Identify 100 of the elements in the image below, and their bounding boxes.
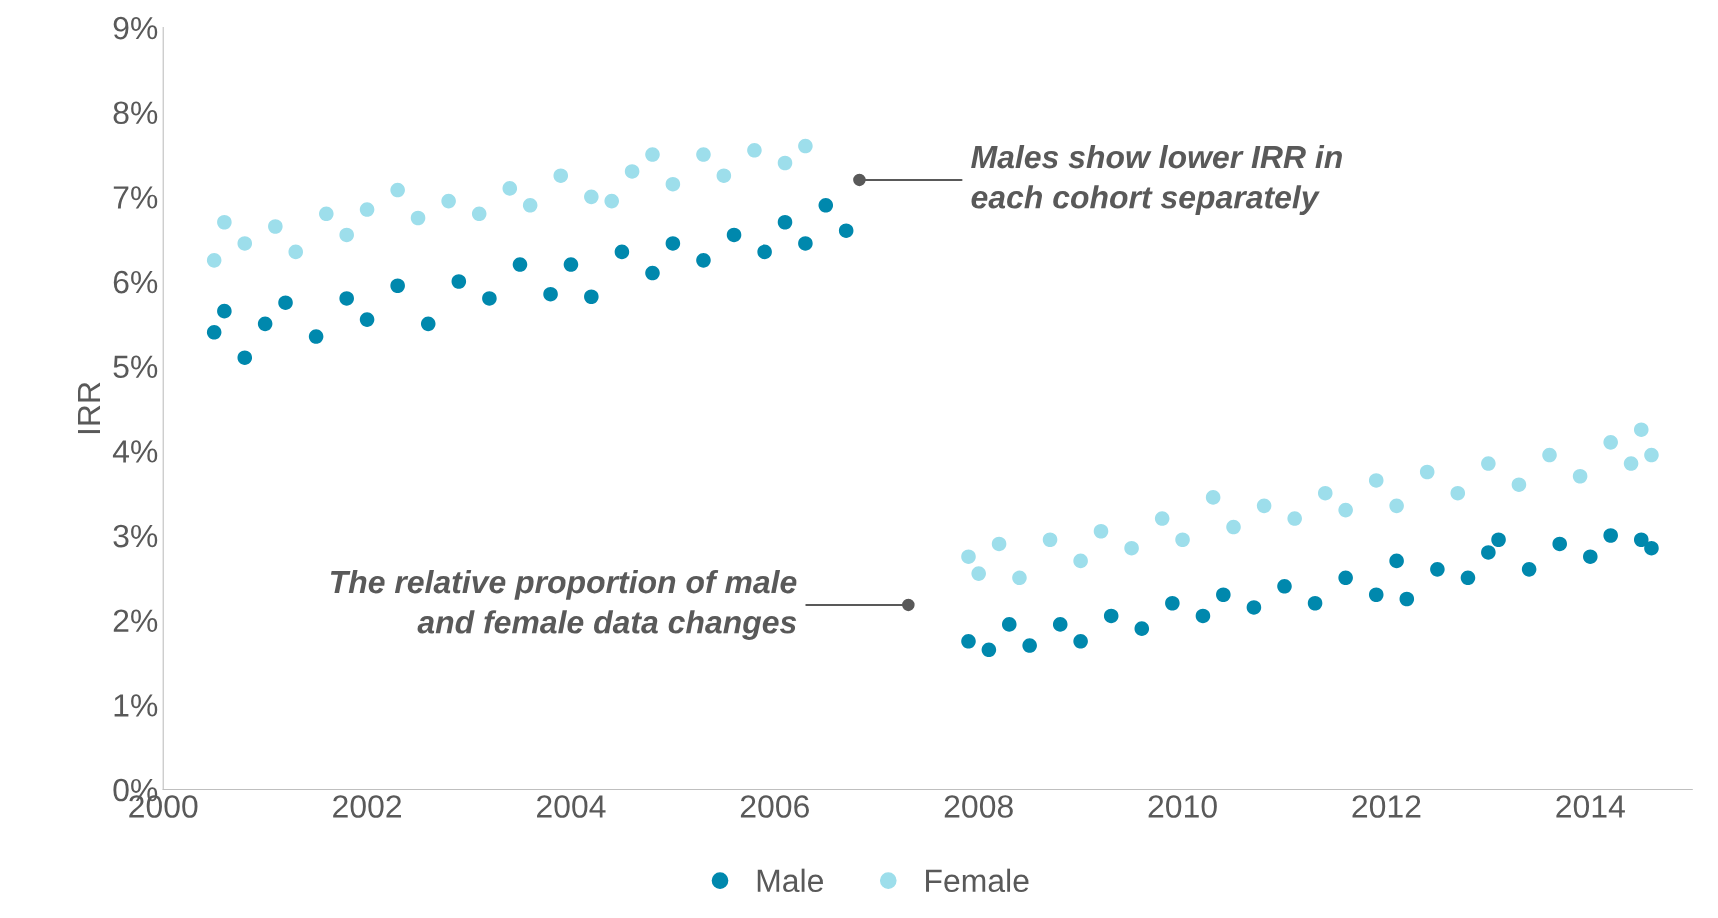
point	[614, 244, 630, 260]
legend-label: Male	[757, 868, 823, 893]
y-axis-title: IRR	[78, 382, 100, 434]
point	[747, 143, 762, 158]
point	[1389, 553, 1404, 569]
legend-label: Female	[926, 868, 1029, 893]
point	[1603, 528, 1618, 543]
point	[502, 181, 518, 196]
point	[1093, 523, 1109, 539]
point	[1246, 600, 1262, 615]
x-tick-label: 2012	[1352, 795, 1421, 818]
point	[1633, 532, 1649, 548]
point	[217, 214, 232, 230]
point	[777, 214, 793, 230]
point	[645, 265, 660, 281]
point	[339, 291, 354, 306]
x-tick-label: 2014	[1556, 795, 1625, 818]
point	[961, 634, 976, 649]
point	[1012, 570, 1027, 586]
annotation: Males show lower IRR in each cohort separately	[971, 144, 1342, 215]
point	[1205, 490, 1221, 505]
point	[604, 193, 620, 209]
point	[838, 223, 854, 239]
point	[1175, 532, 1190, 548]
point	[1572, 468, 1588, 484]
point	[1195, 608, 1211, 624]
point	[1644, 447, 1659, 463]
y-tick-label: 3%	[113, 524, 158, 548]
point	[584, 189, 599, 205]
point	[645, 147, 660, 162]
y-tick-label: 1%	[114, 694, 158, 717]
point	[471, 206, 487, 222]
point	[1460, 570, 1476, 586]
point	[1481, 456, 1496, 471]
point	[1430, 562, 1445, 577]
point	[1216, 587, 1231, 603]
point	[553, 168, 569, 183]
point	[1338, 570, 1353, 586]
point	[319, 206, 334, 222]
point	[482, 291, 497, 306]
point	[441, 193, 456, 209]
point	[522, 198, 538, 213]
point	[217, 303, 232, 319]
x-tick-label: 2002	[333, 795, 402, 818]
point	[1256, 498, 1272, 514]
point	[1307, 595, 1323, 611]
point	[257, 316, 273, 332]
point	[410, 210, 426, 226]
point	[1450, 485, 1466, 501]
point	[1052, 617, 1068, 632]
point	[1124, 540, 1139, 556]
point	[624, 164, 640, 179]
point	[981, 642, 997, 658]
y-tick-label: 4%	[112, 440, 158, 463]
point	[1552, 536, 1567, 552]
point	[1226, 519, 1241, 535]
point	[1042, 532, 1058, 548]
point	[339, 227, 354, 243]
point	[1389, 498, 1404, 514]
point	[665, 176, 681, 192]
point	[268, 219, 283, 234]
point	[1073, 634, 1088, 649]
point	[1001, 617, 1017, 632]
point	[1491, 532, 1506, 548]
point	[359, 202, 375, 217]
point	[1419, 464, 1435, 480]
point	[1368, 473, 1384, 488]
x-tick-label: 2004	[537, 795, 606, 818]
point	[798, 236, 813, 251]
point	[1022, 638, 1037, 653]
point	[991, 536, 1007, 552]
y-tick-label: 2%	[113, 609, 158, 632]
point	[206, 253, 222, 268]
point	[1134, 621, 1150, 636]
y-tick-label: 8%	[113, 101, 158, 125]
point	[1277, 579, 1292, 594]
point	[512, 257, 528, 272]
point	[206, 325, 222, 340]
point	[1603, 435, 1618, 450]
point	[1542, 447, 1557, 463]
x-tick-label: 2006	[740, 795, 809, 818]
point	[1481, 545, 1496, 560]
point	[308, 329, 324, 344]
point	[716, 168, 732, 183]
point	[1511, 477, 1527, 492]
point	[1521, 562, 1537, 577]
point	[961, 549, 976, 564]
point	[696, 253, 711, 268]
point	[390, 278, 405, 294]
point	[1287, 511, 1302, 526]
point	[390, 182, 405, 198]
x-tick-label: 2008	[944, 795, 1013, 818]
point	[726, 227, 742, 243]
point	[563, 257, 579, 272]
point	[1103, 608, 1119, 624]
point	[1165, 595, 1180, 611]
point	[1399, 591, 1415, 607]
point	[1644, 540, 1659, 556]
point	[288, 244, 304, 260]
point	[584, 289, 599, 305]
